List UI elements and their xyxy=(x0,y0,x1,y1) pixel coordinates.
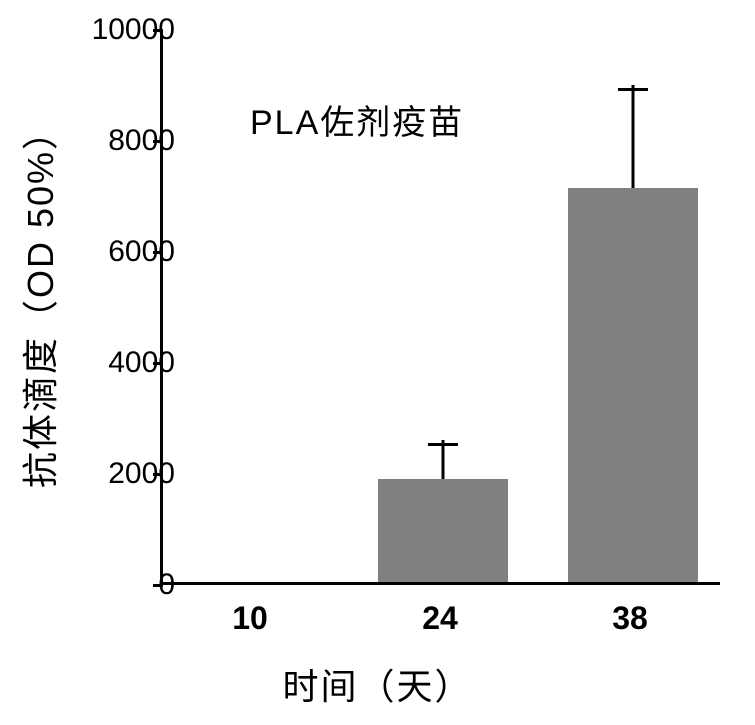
y-tick-label: 2000 xyxy=(75,457,175,491)
error-cap xyxy=(618,88,648,91)
error-bar xyxy=(632,85,635,188)
x-tick-label: 24 xyxy=(400,600,480,637)
x-tick-label: 10 xyxy=(210,600,290,637)
y-axis-title: 抗体滴度（OD 50%） xyxy=(12,112,64,488)
x-tick-label: 38 xyxy=(590,600,670,637)
y-tick-label: 8000 xyxy=(75,124,175,158)
error-cap xyxy=(428,443,458,446)
chart-legend: PLA佐剂疫苗 xyxy=(250,95,464,144)
bar xyxy=(378,479,508,582)
y-tick-label: 10000 xyxy=(75,13,175,47)
chart-container: 抗体滴度（OD 50%） 时间（天） PLA佐剂疫苗 0 2000 4000 6000… xyxy=(0,0,755,725)
y-tick-label: 0 xyxy=(75,568,175,602)
bar xyxy=(568,188,698,582)
y-tick-label: 6000 xyxy=(75,235,175,269)
x-axis-title: 时间（天） xyxy=(282,658,472,710)
y-tick-label: 4000 xyxy=(75,346,175,380)
